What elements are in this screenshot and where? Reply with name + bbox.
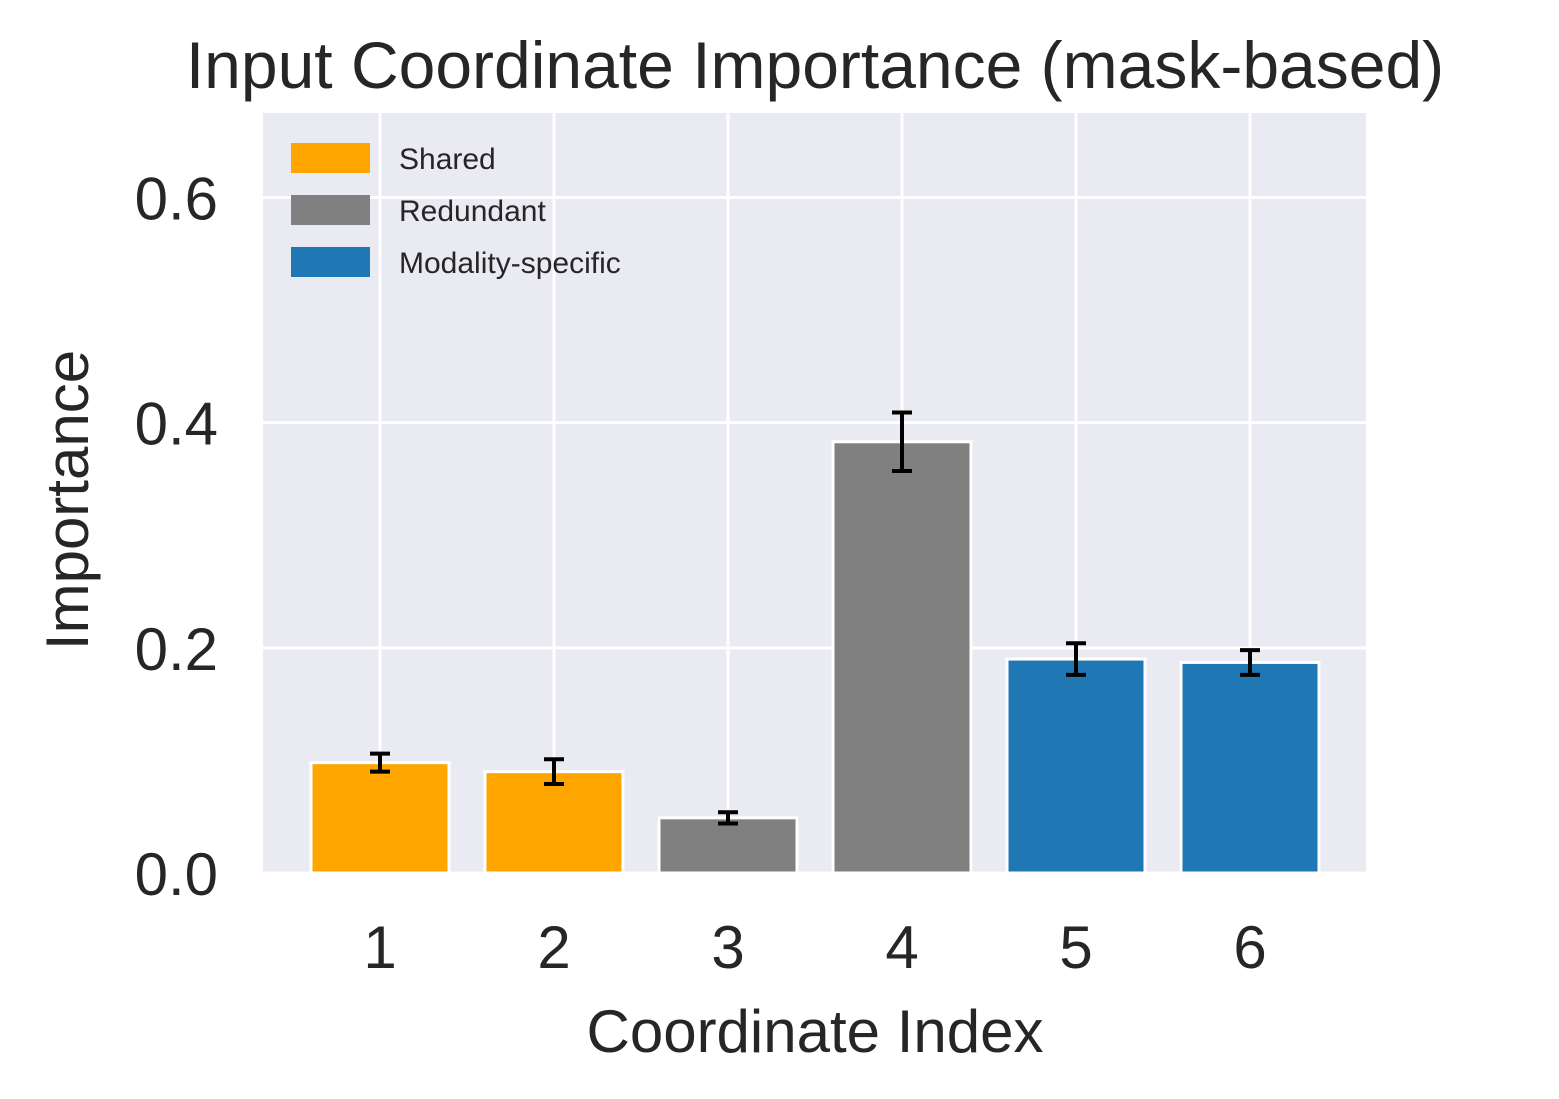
- x-axis-label: Coordinate Index: [587, 998, 1044, 1065]
- x-tick-label: 6: [1233, 914, 1266, 981]
- legend-item: Modality-specific: [291, 247, 621, 280]
- x-tick-label: 3: [711, 914, 744, 981]
- x-tick-label: 4: [885, 914, 918, 981]
- error-bars: [370, 410, 1260, 826]
- legend-label: Shared: [399, 143, 496, 176]
- chart-title: Input Coordinate Importance (mask-based): [186, 28, 1444, 102]
- legend-swatch: [291, 247, 370, 277]
- error-bar: [892, 410, 912, 474]
- bar: [1179, 660, 1321, 875]
- x-tick-label: 5: [1059, 914, 1092, 981]
- bar: [657, 816, 799, 875]
- legend-item: Shared: [291, 143, 496, 176]
- bars: [309, 440, 1321, 875]
- x-axis-ticks: 1 2 3 4 5 6: [363, 914, 1266, 981]
- legend-swatch: [291, 195, 370, 225]
- error-bar: [1240, 648, 1260, 677]
- bar: [1005, 657, 1147, 875]
- error-bar: [1066, 641, 1086, 677]
- error-bar: [544, 757, 564, 787]
- y-axis-label: Importance: [34, 350, 101, 650]
- legend-swatch: [291, 143, 370, 173]
- bar: [309, 761, 451, 875]
- error-bar: [718, 810, 738, 826]
- y-axis-ticks: 0.0 0.2 0.4 0.6: [135, 165, 218, 908]
- legend-label: Modality-specific: [399, 247, 621, 280]
- x-tick-label: 2: [537, 914, 570, 981]
- y-tick-label: 0.2: [135, 616, 218, 683]
- y-tick-label: 0.0: [135, 841, 218, 908]
- bar: [483, 770, 625, 875]
- legend: Shared Redundant Modality-specific: [291, 143, 621, 280]
- y-tick-label: 0.6: [135, 165, 218, 232]
- legend-label: Redundant: [399, 195, 546, 228]
- x-tick-label: 1: [363, 914, 396, 981]
- error-bar: [370, 751, 390, 774]
- legend-item: Redundant: [291, 195, 546, 228]
- bar: [831, 440, 973, 875]
- y-tick-label: 0.4: [135, 391, 218, 458]
